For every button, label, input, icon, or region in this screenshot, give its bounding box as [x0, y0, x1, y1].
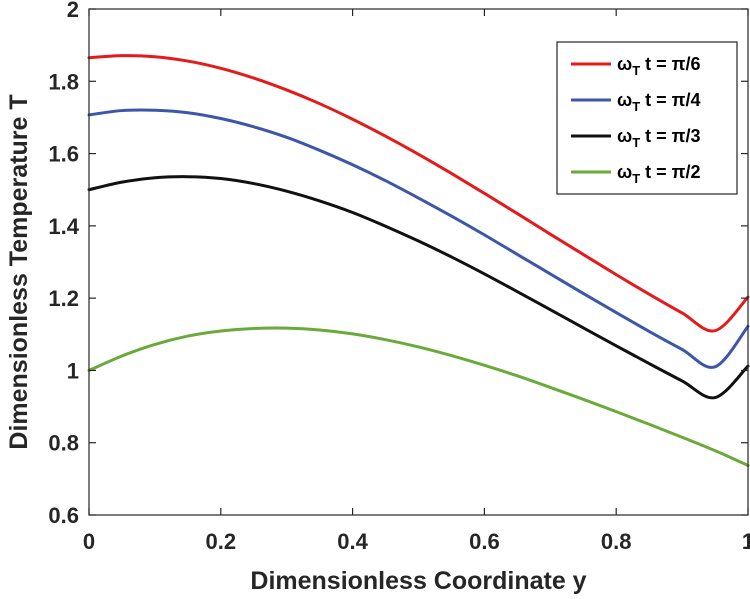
y-tick-label: 1: [67, 358, 79, 383]
y-axis-title: Dimensionless Temperature T: [5, 94, 33, 449]
y-tick-label: 0.6: [48, 503, 79, 528]
y-tick-label: 2: [67, 0, 79, 22]
series-lines: [87, 54, 750, 467]
y-tick-label: 0.8: [48, 431, 79, 456]
y-tick-label: 1.2: [48, 286, 79, 311]
x-tick-label: 0: [83, 529, 95, 554]
legend-label-2: ωT t = π/4: [617, 90, 700, 114]
series-line-1: [87, 54, 750, 333]
x-axis-title: Dimensionless Coordinate y: [250, 567, 586, 595]
series-line-2: [87, 108, 750, 369]
legend-label-4: ωT t = π/2: [617, 162, 700, 186]
series-line-4: [87, 326, 750, 467]
y-tick-label: 1.6: [48, 142, 79, 167]
x-tick-label: 1: [742, 529, 750, 554]
plot-frame: [88, 8, 749, 516]
y-tick-label: 1.4: [48, 214, 79, 239]
legend: ωT t = π/6 ωT t = π/4 ωT t = π/3 ωT t = π/2: [556, 41, 738, 195]
legend-box: [556, 41, 738, 195]
legend-label-1: ωT t = π/6: [617, 54, 700, 78]
y-axis-ticks: 0.6 0.8 1 1.2 1.4 1.6 1.8 2: [48, 0, 748, 528]
x-axis-ticks: 0 0.2 0.4 0.6 0.8 1: [83, 9, 750, 554]
x-tick-label: 0.2: [206, 529, 237, 554]
x-tick-label: 0.8: [601, 529, 632, 554]
series-line-3: [87, 175, 750, 400]
legend-label-3: ωT t = π/3: [617, 126, 700, 150]
y-tick-label: 1.8: [48, 69, 79, 94]
x-tick-label: 0.4: [337, 529, 368, 554]
x-tick-label: 0.6: [469, 529, 500, 554]
